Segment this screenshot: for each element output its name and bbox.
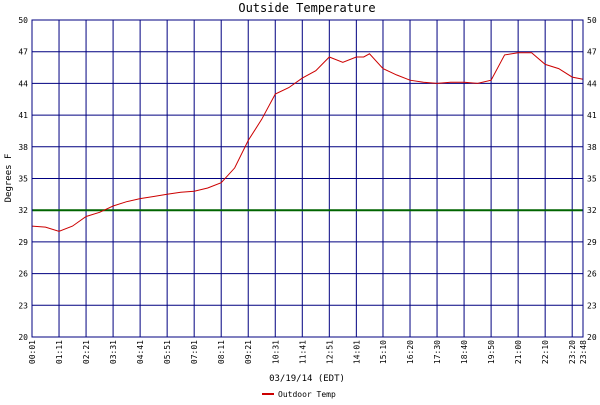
chart-title: Outside Temperature [238, 1, 375, 15]
y-tick-label-right: 32 [587, 206, 597, 215]
y-tick-label-right: 44 [587, 79, 597, 88]
x-tick-label: 02:21 [82, 340, 91, 364]
series-line-outdoor-temp [31, 52, 584, 232]
y-tick-label-left: 35 [18, 175, 28, 184]
y-tick-label-left: 41 [18, 111, 28, 120]
x-tick-label: 08:11 [217, 340, 226, 364]
x-tick-label: 17:30 [433, 340, 442, 364]
x-tick-label: 01:11 [55, 340, 64, 364]
y-tick-label-right: 29 [587, 238, 597, 247]
legend: Outdoor Temp [262, 390, 336, 399]
y-tick-label-right: 23 [587, 301, 597, 310]
x-tick-label: 12:51 [325, 340, 334, 364]
x-tick-label: 10:31 [271, 340, 280, 364]
y-tick-label-right: 26 [587, 270, 597, 279]
x-tick-label: 14:01 [352, 340, 361, 364]
x-tick-label: 03:31 [109, 340, 118, 364]
x-tick-label: 16:20 [406, 340, 415, 364]
x-tick-label: 04:41 [136, 340, 145, 364]
y-tick-label-right: 20 [587, 333, 597, 342]
y-tick-labels-left: 20 23 26 29 32 35 38 41 44 47 50 [18, 16, 28, 342]
y-tick-labels-right: 20 23 26 29 32 35 38 41 44 47 50 [587, 16, 597, 342]
y-tick-label-right: 35 [587, 175, 597, 184]
y-tick-label-right: 38 [587, 143, 597, 152]
y-tick-label-left: 38 [18, 143, 28, 152]
y-tick-label-right: 41 [587, 111, 597, 120]
legend-label-outdoor-temp: Outdoor Temp [278, 390, 336, 399]
y-tick-label-left: 32 [18, 206, 28, 215]
x-tick-label: 21:00 [514, 340, 523, 364]
y-tick-label-left: 23 [18, 301, 28, 310]
x-tick-label: 05:51 [163, 340, 172, 364]
y-axis-label: Degrees F [4, 154, 14, 203]
x-tick-label: 23:48 [579, 340, 588, 364]
y-tick-label-left: 20 [18, 333, 28, 342]
y-tick-label-right: 50 [587, 16, 597, 25]
grid-lines [32, 20, 583, 337]
y-tick-label-left: 47 [18, 48, 28, 57]
x-axis-label: 03/19/14 (EDT) [269, 374, 345, 384]
y-tick-label-left: 26 [18, 270, 28, 279]
y-tick-label-left: 29 [18, 238, 28, 247]
y-tick-label-left: 44 [18, 79, 28, 88]
x-tick-label: 07:01 [190, 340, 199, 364]
x-tick-label: 23:20 [568, 340, 577, 364]
x-tick-label: 11:41 [298, 340, 307, 364]
y-tick-label-right: 47 [587, 48, 597, 57]
x-tick-label: 19:50 [487, 340, 496, 364]
x-tick-label: 18:40 [460, 340, 469, 364]
x-tick-label: 15:10 [379, 340, 388, 364]
x-tick-label: 00:01 [28, 340, 37, 364]
y-tick-label-left: 50 [18, 16, 28, 25]
plot-border [31, 19, 584, 338]
x-tick-label: 09:21 [244, 340, 253, 364]
x-tick-label: 22:10 [541, 340, 550, 364]
x-tick-labels: 00:01 01:11 02:21 03:31 04:41 05:51 07:01 08:11… [28, 340, 588, 364]
